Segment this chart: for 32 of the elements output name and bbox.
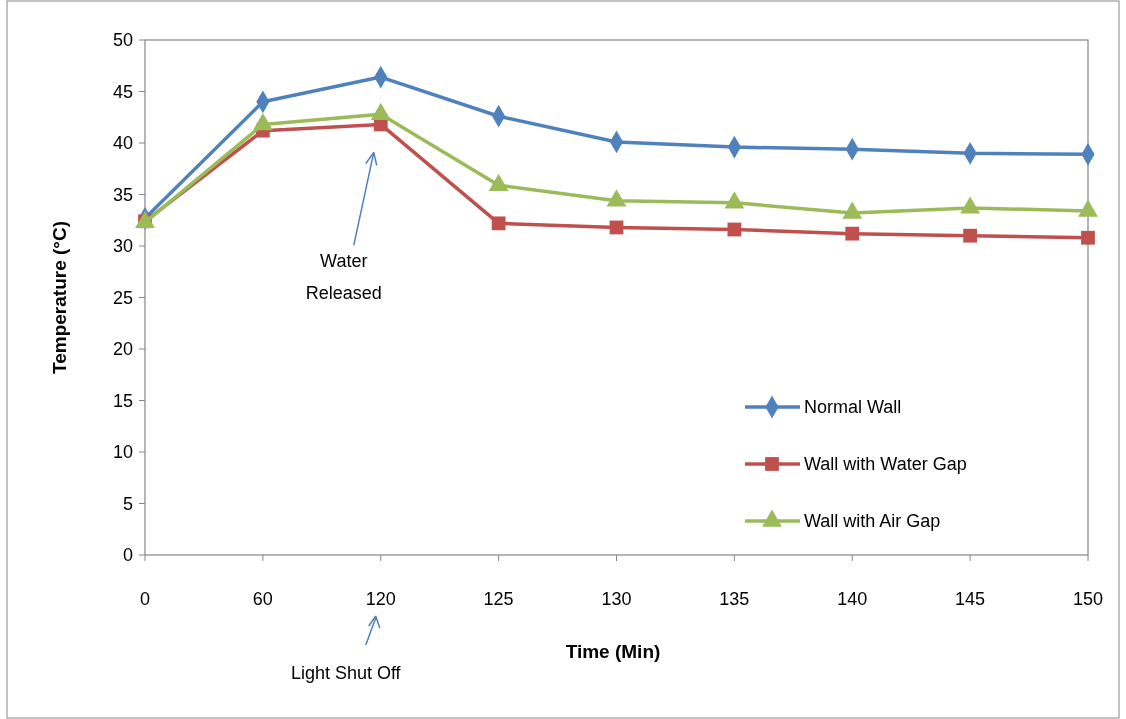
point (845, 226, 860, 241)
y-tick-label: 50 (112, 30, 133, 51)
y-axis-title: Temperature (°C) (49, 221, 70, 374)
point (491, 216, 506, 231)
legend-label: Normal Wall (804, 397, 902, 418)
x-tick-label: 135 (719, 589, 750, 609)
x-tick-label: 145 (955, 589, 986, 609)
x-tick-label: 130 (601, 589, 632, 609)
y-tick-label: 0 (122, 545, 133, 566)
x-axis-title: Time (Min) (565, 641, 661, 662)
x-tick-label: 60 (252, 589, 273, 609)
y-tick-label: 45 (112, 81, 133, 102)
y-tick-label: 15 (112, 390, 133, 411)
x-tick-label: 120 (365, 589, 396, 609)
text: Light Shut Off (290, 663, 402, 683)
x-tick-label: 125 (483, 589, 514, 609)
annotation: Water Released (305, 251, 382, 304)
y-tick-label: 40 (112, 133, 133, 154)
point (1081, 230, 1095, 245)
x-tick-label: 140 (837, 589, 868, 609)
legend-label: Wall with Air Gap (804, 511, 941, 532)
x-tick-label: 150 (1072, 589, 1104, 609)
y-tick-label: 5 (122, 493, 133, 514)
x-tick-label: 0 (139, 589, 151, 609)
y-tick-label: 35 (112, 184, 133, 205)
y-tick-label: 10 (112, 442, 133, 463)
legend-label: Wall with Water Gap (804, 454, 967, 475)
y-tick-label: 30 (112, 236, 133, 257)
y-tick-label: 25 (112, 287, 133, 308)
point (727, 222, 742, 237)
point (963, 228, 978, 243)
y-tick-label: 20 (112, 339, 133, 360)
